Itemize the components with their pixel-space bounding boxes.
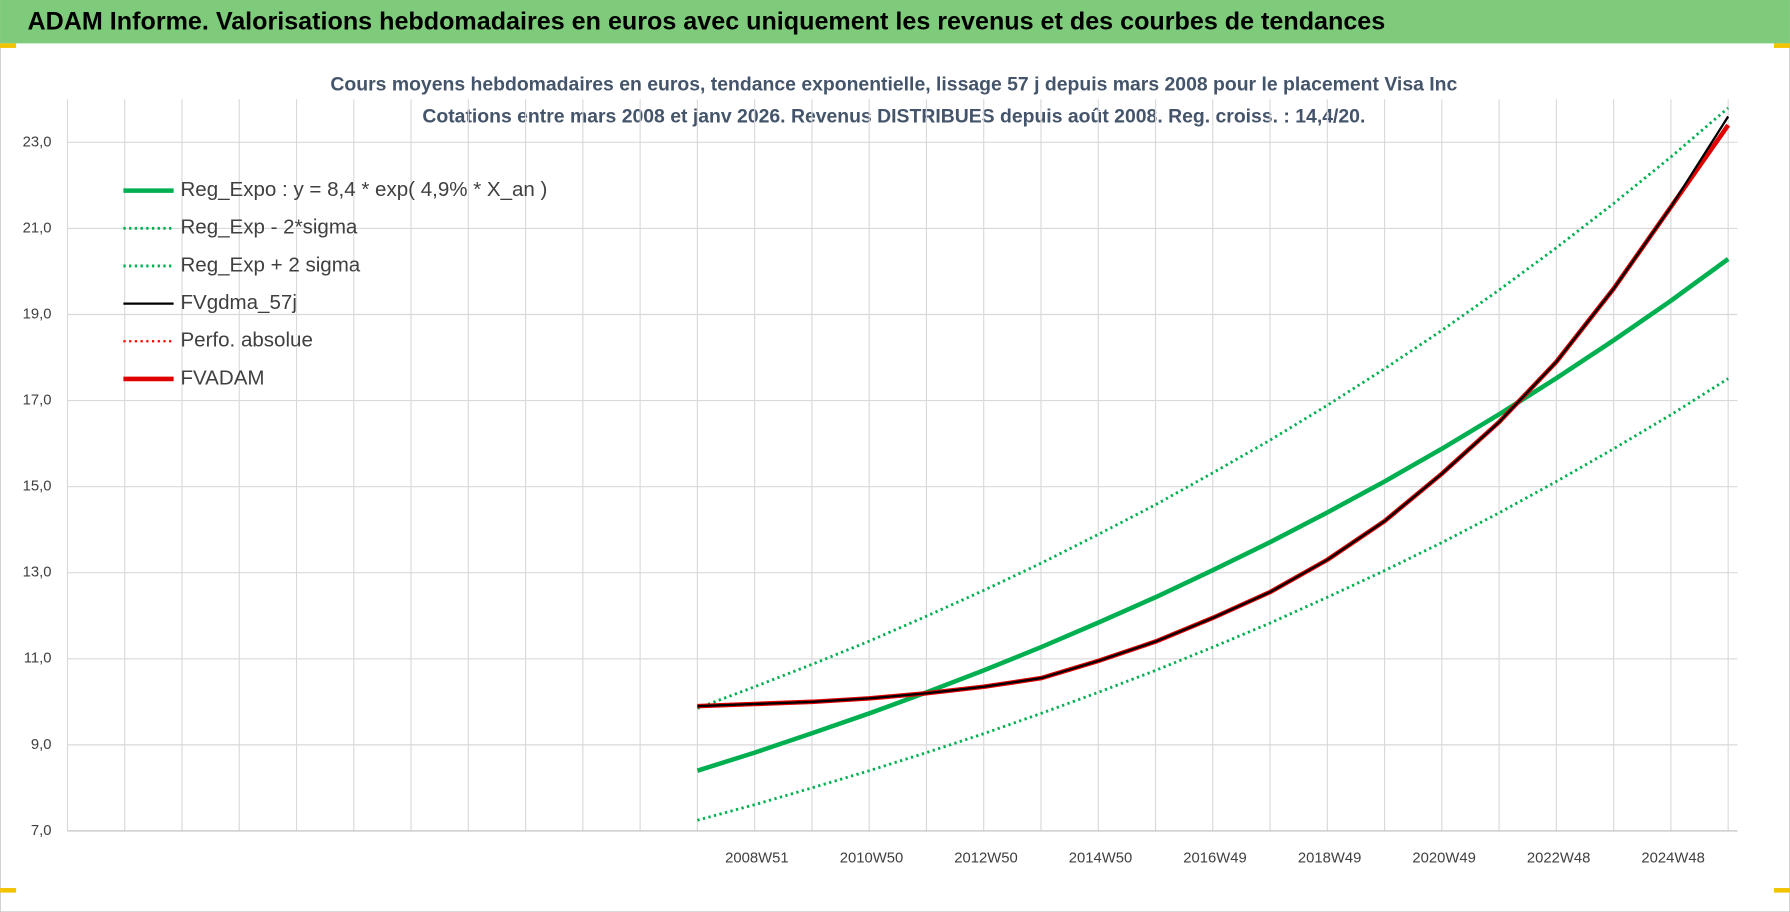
- y-tick-label: 11,0: [24, 651, 52, 667]
- legend-label: Reg_Expo : y = 8,4 * exp( 4,9% * X_an ): [180, 178, 547, 201]
- y-tick-label: 19,0: [23, 306, 52, 322]
- legend-label: Reg_Exp - 2*sigma: [180, 216, 357, 239]
- legend-label: FVADAM: [180, 366, 264, 389]
- x-tick-label: 2020W49: [1412, 850, 1475, 866]
- x-tick-label: 2008W51: [725, 850, 788, 866]
- plot: 7,0 9,0 11,0 13,0 15,0 17,0 19,0 21,0 23,0 2008W5…: [23, 99, 1738, 866]
- x-tick-label: 2014W50: [1069, 850, 1132, 866]
- y-tick-label: 7,0: [31, 823, 52, 839]
- corner-accent: [0, 43, 17, 48]
- series-line: [696, 106, 1730, 710]
- legend-label: FVgdma_57j: [180, 291, 296, 314]
- x-tick-label: 2010W50: [840, 850, 903, 866]
- y-tick-label: 17,0: [23, 392, 52, 408]
- corner-accent: [1773, 43, 1790, 48]
- header-bar: [0, 0, 1790, 44]
- series-line: [696, 257, 1730, 773]
- y-tick-label: 21,0: [23, 220, 52, 236]
- x-tick-label: 2018W49: [1298, 850, 1361, 866]
- x-tick-label: 2016W49: [1183, 850, 1246, 866]
- corner-accent: [1773, 888, 1790, 893]
- y-tick-label: 9,0: [31, 737, 52, 753]
- y-tick-label: 15,0: [23, 479, 52, 495]
- x-tick-label: 2022W48: [1527, 850, 1590, 866]
- chart-title: Cours moyens hebdomadaires en euros, ten…: [330, 74, 1457, 96]
- y-tick-label: 23,0: [23, 134, 52, 150]
- header-title: ADAM Informe. Valorisations hebdomadaire…: [28, 7, 1386, 35]
- x-tick-label: 2012W50: [954, 850, 1017, 866]
- legend-label: Reg_Exp + 2 sigma: [180, 253, 360, 276]
- y-tick-label: 13,0: [23, 565, 52, 581]
- x-tick-label: 2024W48: [1641, 850, 1704, 866]
- series-line: [697, 377, 1729, 822]
- legend-label: Perfo. absolue: [180, 329, 312, 352]
- series-line: [697, 115, 1730, 708]
- chart-subtitle: Cotations entre mars 2008 et janv 2026. …: [422, 106, 1365, 128]
- corner-accent: [0, 888, 17, 893]
